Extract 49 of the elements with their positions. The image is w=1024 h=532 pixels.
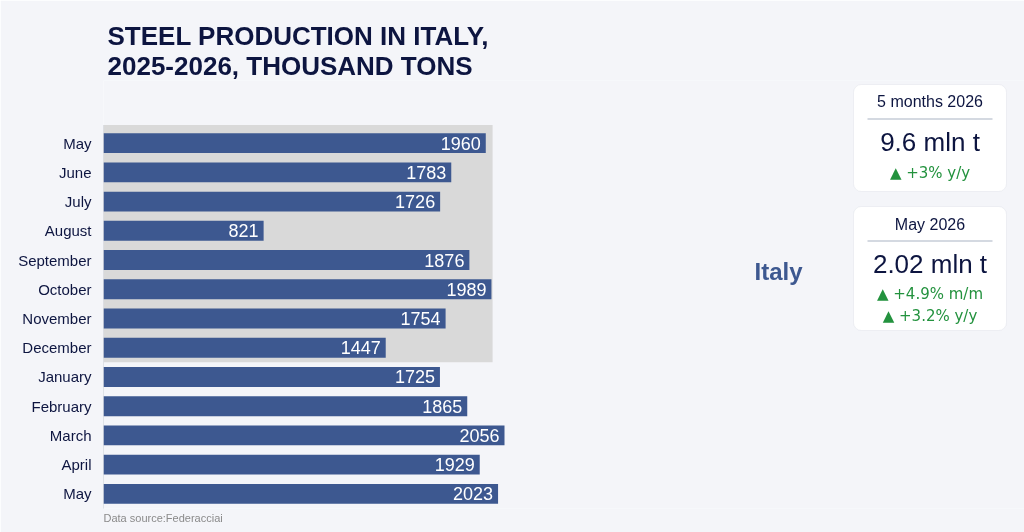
text: 9.6 mln t bbox=[880, 126, 981, 157]
source-note: Data source:Federacciai bbox=[103, 511, 223, 524]
data-label: 1783 bbox=[406, 162, 447, 183]
text: May 2026 bbox=[894, 216, 966, 233]
y-tick-label: March bbox=[49, 426, 92, 444]
text: ▲ +3.2% y/y bbox=[882, 306, 978, 325]
text: 5 months 2026 bbox=[877, 93, 984, 110]
data-label: 1754 bbox=[400, 309, 441, 329]
text: ▲ +3% y/y bbox=[889, 163, 971, 182]
bar bbox=[103, 337, 386, 358]
y-tick-label: June bbox=[58, 163, 92, 181]
data-label: 1989 bbox=[446, 279, 487, 300]
data-label: 2056 bbox=[459, 425, 500, 446]
bar bbox=[103, 454, 480, 475]
bar bbox=[103, 250, 470, 270]
data-label: 1929 bbox=[434, 455, 475, 476]
y-tick-label: October bbox=[38, 280, 92, 298]
y-tick-label: May bbox=[63, 485, 92, 503]
data-label: 1865 bbox=[422, 396, 463, 417]
y-tick-label: January bbox=[38, 368, 92, 386]
y-tick-label: August bbox=[44, 222, 93, 240]
bar bbox=[103, 133, 486, 154]
bar bbox=[103, 220, 264, 241]
bar bbox=[103, 162, 452, 183]
text: ▲ +4.9% m/m bbox=[876, 284, 984, 303]
bar bbox=[103, 279, 492, 300]
bar bbox=[103, 483, 499, 504]
data-label: 1726 bbox=[395, 192, 436, 213]
y-tick-label: September bbox=[18, 251, 92, 269]
y-tick-label: May bbox=[63, 134, 92, 152]
bar bbox=[103, 425, 505, 446]
bar bbox=[103, 308, 446, 329]
chart-title: STEEL PRODUCTION IN ITALY, 2025-2026, THOUSAND TONS bbox=[107, 20, 489, 81]
bar bbox=[103, 191, 441, 212]
data-label: 1960 bbox=[440, 133, 481, 154]
y-tick-label: February bbox=[31, 397, 92, 415]
bar bbox=[103, 367, 440, 387]
data-label: 1725 bbox=[394, 367, 435, 388]
data-label: 1876 bbox=[424, 250, 465, 271]
data-label: 2023 bbox=[453, 484, 494, 505]
y-tick-label: July bbox=[64, 193, 92, 211]
text: Italy bbox=[754, 258, 804, 285]
bar bbox=[103, 396, 468, 417]
data-label: 821 bbox=[228, 221, 259, 242]
text: 2.02 mln t bbox=[872, 248, 988, 279]
data-label: 1447 bbox=[340, 338, 381, 359]
y-tick-label: April bbox=[61, 456, 92, 474]
y-tick-label: December bbox=[22, 339, 92, 357]
y-tick-label: November bbox=[22, 310, 92, 327]
